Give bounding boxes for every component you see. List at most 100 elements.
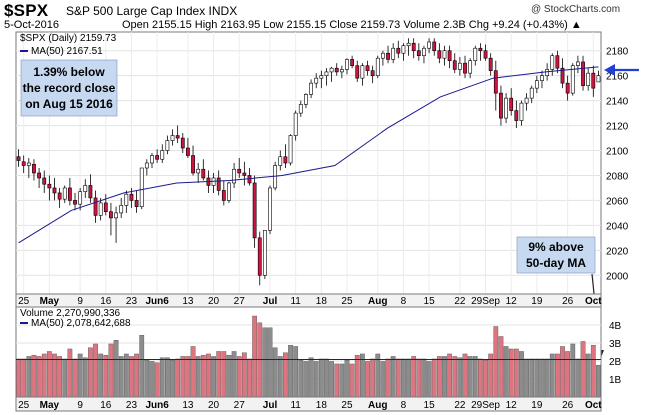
- volume-tick-label: 4B: [609, 321, 622, 332]
- date-axis-bottom: 25 May 9 16 23 Jun6 13 20 27 Jul 11 18 25 Aug 8 15 22 29S…: [18, 400, 602, 411]
- volume-bar: [180, 356, 186, 397]
- volume-bar: [159, 357, 165, 397]
- volume-bar: [231, 351, 237, 397]
- volume-bar: [503, 346, 509, 397]
- date-tick-label: Aug: [368, 296, 387, 307]
- volume-bar: [334, 363, 340, 397]
- ma-note-line-2: 50-day MA: [526, 256, 586, 270]
- volume-legend: Volume 2,270,990,336: [20, 308, 121, 319]
- date-tick-label: 20: [208, 296, 220, 307]
- stockcharts-credit: @ StockCharts.com: [531, 4, 621, 15]
- volume-bar: [277, 356, 283, 397]
- candle-body: [170, 135, 175, 141]
- price-tick-label: 2100: [606, 147, 629, 158]
- candle-body: [478, 47, 483, 52]
- candle-body: [483, 50, 488, 59]
- volume-bar: [498, 336, 504, 397]
- price-tick-label: 2140: [606, 97, 629, 108]
- volume-bar: [190, 346, 196, 397]
- candle-body: [201, 168, 206, 179]
- candle-body: [62, 187, 67, 200]
- date-tick-label: 29Sep: [471, 296, 500, 307]
- volume-bar: [508, 348, 514, 397]
- date-tick-label: 25: [341, 296, 353, 307]
- volume-bar: [108, 343, 114, 397]
- volume-bar: [390, 356, 396, 397]
- chart-symbol: $SPX: [4, 1, 49, 20]
- volume-bar: [139, 335, 145, 397]
- volume-bar: [318, 358, 324, 397]
- candle-body: [139, 167, 144, 207]
- volume-bar: [41, 353, 47, 397]
- candle-body: [355, 65, 360, 79]
- candle-body: [581, 61, 585, 86]
- candle-body: [406, 42, 411, 47]
- volume-bar: [252, 315, 257, 397]
- candle-body: [504, 97, 508, 119]
- volume-bar: [26, 356, 32, 397]
- candle-body: [237, 168, 242, 174]
- candle-body: [180, 137, 185, 149]
- candle-body: [345, 59, 349, 70]
- volume-bar: [103, 354, 109, 397]
- volume-bar: [596, 364, 601, 397]
- candle-body: [457, 62, 462, 70]
- volume-bar: [565, 351, 571, 397]
- candle-body: [534, 80, 539, 89]
- volume-tick-label: 1B: [609, 375, 622, 386]
- record-close-note: 1.39% below the record close on Aug 15 2…: [20, 59, 118, 117]
- date-tick-label: 18: [316, 296, 328, 307]
- candle-body: [278, 156, 283, 166]
- candle-body: [155, 155, 160, 160]
- price-tick-label: 2180: [606, 47, 629, 58]
- volume-bar: [354, 354, 360, 397]
- candle-body: [596, 75, 601, 83]
- volume-bar: [575, 358, 581, 397]
- candle-body: [67, 187, 72, 201]
- candle-body: [144, 162, 149, 169]
- volume-bar: [488, 353, 494, 397]
- volume-bars: [16, 315, 601, 397]
- date-tick-label: 13: [182, 400, 194, 411]
- volume-bar: [452, 356, 458, 397]
- candle-body: [545, 69, 550, 76]
- volume-bar: [534, 358, 540, 397]
- volume-bar: [298, 359, 304, 397]
- candlesticks: [16, 38, 601, 286]
- candle-body: [499, 92, 503, 119]
- candle-body: [473, 47, 478, 61]
- date-tick-label: 12: [506, 296, 518, 307]
- record-note-line-2: the record close: [23, 81, 116, 95]
- volume-bar: [555, 353, 560, 397]
- candle-body: [309, 82, 313, 95]
- candle-body: [391, 47, 396, 60]
- date-tick-label: 25: [18, 296, 30, 307]
- date-tick-label: 22: [454, 296, 466, 307]
- price-tick-label: 2060: [606, 196, 629, 207]
- volume-bar: [375, 353, 381, 397]
- volume-bar: [129, 356, 134, 397]
- record-note-line-1: 1.39% below: [33, 65, 105, 79]
- volume-bar: [200, 354, 206, 397]
- date-tick-label: 26: [562, 400, 574, 411]
- candle-body: [370, 70, 375, 76]
- volume-bar: [221, 351, 227, 397]
- candle-body: [293, 112, 298, 136]
- candle-body: [262, 230, 267, 276]
- volume-bar: [416, 358, 422, 397]
- volume-bar: [216, 351, 222, 397]
- date-tick-label: 9: [77, 296, 83, 307]
- volume-bar: [385, 358, 391, 397]
- volume-bar: [524, 358, 529, 397]
- volume-bar: [98, 353, 104, 397]
- candle-body: [350, 59, 355, 66]
- volume-bar: [478, 358, 483, 397]
- candle-body: [93, 197, 98, 216]
- date-axis-band-bottom: [15, 396, 602, 412]
- volume-bar: [154, 362, 160, 397]
- volume-axis: 1B 2B 3B 4B: [609, 321, 622, 386]
- candle-body: [242, 172, 247, 176]
- candle-body: [427, 41, 431, 49]
- date-tick-label: 18: [316, 400, 328, 411]
